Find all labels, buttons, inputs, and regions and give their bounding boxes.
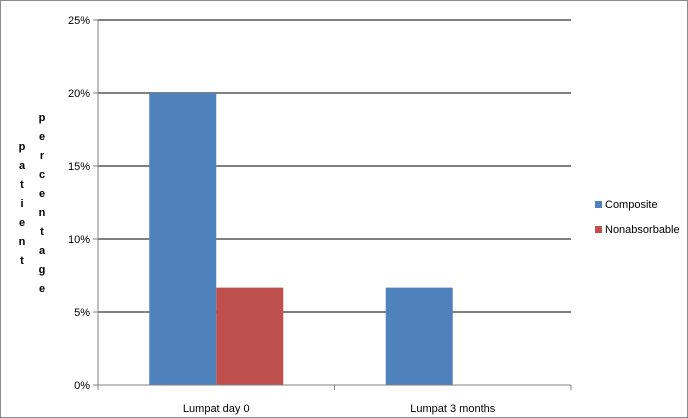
bars <box>149 93 453 385</box>
y-tick-label: 5% <box>74 307 90 319</box>
legend-label-composite: Composite <box>605 199 658 211</box>
y-tick-label: 25% <box>68 15 90 27</box>
x-tick-label: Lumpat 3 months <box>410 403 495 415</box>
bar-composite <box>149 93 217 385</box>
y-tick-label: 20% <box>68 88 90 100</box>
y-tick-label: 10% <box>68 234 90 246</box>
bar-nonabsorbable <box>216 287 284 385</box>
x-tick-label: Lumpat day 0 <box>183 403 250 415</box>
legend-swatch-nonabsorbable <box>595 226 602 233</box>
legend: Composite Nonabsorbable <box>595 199 680 236</box>
axes: 0% 5% 10% 15% 20% 25% Lumpat day 0 Lumpat 3 mon… <box>68 15 572 415</box>
y-tick-label: 15% <box>68 161 90 173</box>
bar-composite <box>385 287 453 385</box>
y-tick-label: 0% <box>74 380 90 392</box>
legend-swatch-composite <box>595 201 602 208</box>
legend-label-nonabsorbable: Nonabsorbable <box>605 224 680 236</box>
y-axis-label: p a t i e n t p e r c e n t a g e <box>19 112 46 295</box>
